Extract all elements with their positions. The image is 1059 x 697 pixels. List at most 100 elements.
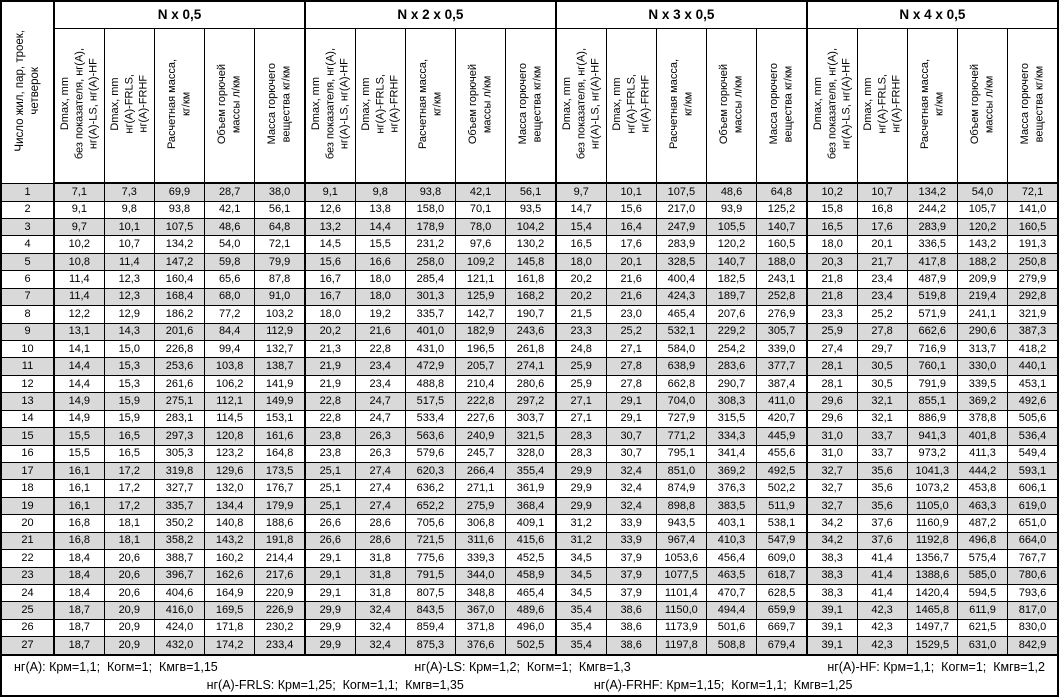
table-row: 18 16,1 17,2 327,7 132,0 176,7 25,1 27,4 636,2 27…: [0, 479, 1059, 498]
row-number-cell: 20: [0, 514, 55, 533]
value-cell: 12,2: [53, 305, 105, 324]
value-cell: 396,7: [153, 566, 206, 585]
value-cell: 226,8: [153, 340, 206, 359]
value-cell: 283,9: [655, 235, 707, 254]
value-cell: 585,0: [956, 566, 1009, 585]
value-cell: 793,6: [1007, 583, 1059, 603]
table-row: 14 14,9 15,9 283,1 114,5 153,1 22,8 24,7 533,4 22…: [0, 409, 1059, 429]
value-cell: 9,7: [53, 218, 105, 237]
value-cell: 14,1: [53, 340, 105, 359]
value-cell: 618,7: [756, 566, 808, 585]
value-cell: 453,1: [1007, 374, 1059, 394]
value-cell: 41,4: [856, 583, 908, 603]
value-cell: 189,7: [705, 287, 758, 307]
value-cell: 93,8: [404, 182, 457, 202]
value-cell: 619,0: [1007, 496, 1059, 516]
value-cell: 403,1: [705, 514, 758, 533]
value-cell: 358,2: [153, 531, 206, 551]
value-cell: 290,6: [956, 322, 1009, 342]
value-cell: 16,5: [555, 235, 607, 254]
value-cell: 283,1: [153, 409, 206, 429]
value-cell: 35,4: [555, 601, 607, 620]
value-cell: 536,4: [1007, 427, 1059, 446]
value-cell: 160,2: [204, 549, 256, 568]
value-cell: 217,6: [254, 566, 306, 585]
value-cell: 321,9: [1007, 305, 1059, 324]
value-cell: 659,9: [756, 601, 808, 620]
value-cell: 22,8: [354, 340, 406, 359]
value-cell: 368,4: [505, 496, 557, 516]
value-cell: 38,0: [254, 182, 306, 202]
value-cell: 23,8: [304, 427, 356, 446]
value-cell: 17,6: [605, 235, 657, 254]
value-cell: 11,4: [103, 252, 155, 272]
value-cell: 130,2: [505, 235, 557, 254]
value-cell: 250,8: [1007, 252, 1059, 272]
value-cell: 10,7: [856, 182, 908, 202]
value-cell: 791,5: [404, 566, 457, 585]
value-cell: 104,2: [505, 218, 557, 237]
value-cell: 285,4: [404, 270, 457, 289]
value-cell: 107,5: [655, 182, 707, 202]
value-cell: 330,0: [956, 357, 1009, 376]
value-cell: 465,4: [505, 583, 557, 603]
value-cell: 42,3: [856, 601, 908, 620]
table-row: 9 13,1 14,3 201,6 84,4 112,9 20,2 21,6 401,0 182,…: [0, 322, 1059, 342]
value-cell: 182,9: [454, 322, 507, 342]
row-number-cell: 24: [0, 583, 55, 603]
value-cell: 129,6: [204, 461, 256, 481]
value-cell: 339,5: [956, 374, 1009, 394]
value-cell: 254,2: [705, 340, 758, 359]
row-number-cell: 4: [0, 235, 55, 254]
row-number-cell: 19: [0, 496, 55, 516]
column-header-label: Dmax, mm нг(А)-FRLS, нг(А)-FRHF: [359, 73, 401, 134]
value-cell: 217,0: [655, 200, 707, 220]
value-cell: 105,7: [956, 200, 1009, 220]
value-cell: 173,5: [254, 461, 306, 481]
value-cell: 10,1: [103, 218, 155, 237]
value-cell: 308,3: [705, 392, 758, 411]
value-cell: 444,2: [956, 461, 1009, 481]
value-cell: 42,1: [204, 200, 256, 220]
value-cell: 606,1: [1007, 479, 1059, 498]
value-cell: 290,7: [705, 374, 758, 394]
value-cell: 30,5: [856, 374, 908, 394]
value-cell: 593,1: [1007, 461, 1059, 481]
value-cell: 69,9: [153, 182, 206, 202]
value-cell: 42,3: [856, 618, 908, 638]
row-count-column-header: Число жил, пар, троек, четверок: [0, 0, 55, 184]
value-cell: 488,8: [404, 374, 457, 394]
value-cell: 7,1: [53, 182, 105, 202]
value-cell: 410,3: [705, 531, 758, 551]
value-cell: 105,5: [705, 218, 758, 237]
value-cell: 160,5: [756, 235, 808, 254]
value-cell: 20,6: [103, 566, 155, 585]
value-cell: 409,1: [505, 514, 557, 533]
value-cell: 258,0: [404, 252, 457, 272]
value-cell: 17,2: [103, 461, 155, 481]
value-cell: 21,9: [304, 374, 356, 394]
value-cell: 125,2: [756, 200, 808, 220]
row-number-cell: 5: [0, 252, 55, 272]
value-cell: 455,6: [756, 444, 808, 463]
value-cell: 112,1: [204, 392, 256, 411]
value-cell: 32,7: [806, 496, 858, 516]
value-cell: 120,2: [956, 218, 1009, 237]
value-cell: 26,3: [354, 427, 406, 446]
value-cell: 140,7: [756, 218, 808, 237]
value-cell: 404,6: [153, 583, 206, 603]
value-cell: 339,0: [756, 340, 808, 359]
value-cell: 274,1: [505, 357, 557, 376]
value-cell: 533,4: [404, 409, 457, 429]
value-cell: 169,5: [204, 601, 256, 620]
row-number-cell: 13: [0, 392, 55, 411]
value-cell: 231,2: [404, 235, 457, 254]
row-number-cell: 3: [0, 218, 55, 237]
value-cell: 16,6: [354, 252, 406, 272]
column-header-calc-mass: Расчетная масса, кг/км: [153, 27, 206, 184]
value-cell: 335,7: [153, 496, 206, 516]
value-cell: 10,2: [806, 182, 858, 202]
value-cell: 34,2: [806, 514, 858, 533]
value-cell: 791,9: [906, 374, 958, 394]
value-cell: 13,2: [304, 218, 356, 237]
